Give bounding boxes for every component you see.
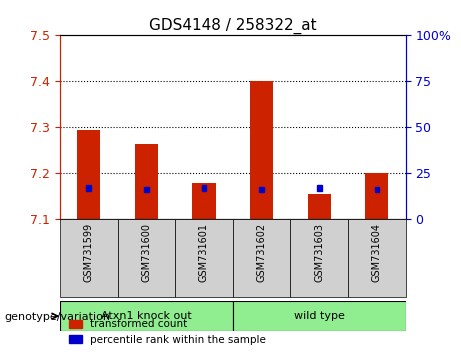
FancyBboxPatch shape xyxy=(60,301,233,331)
Legend: transformed count, percentile rank within the sample: transformed count, percentile rank withi… xyxy=(65,315,270,349)
FancyBboxPatch shape xyxy=(60,219,118,297)
Text: GSM731603: GSM731603 xyxy=(314,223,324,282)
Bar xyxy=(250,81,273,219)
FancyBboxPatch shape xyxy=(290,219,348,297)
FancyBboxPatch shape xyxy=(233,219,290,297)
FancyBboxPatch shape xyxy=(233,301,406,331)
Text: wild type: wild type xyxy=(294,311,345,321)
FancyBboxPatch shape xyxy=(348,219,406,297)
Text: GSM731602: GSM731602 xyxy=(257,223,266,282)
Bar xyxy=(193,183,216,219)
Bar xyxy=(308,194,331,219)
Text: GSM731600: GSM731600 xyxy=(142,223,151,282)
Text: genotype/variation: genotype/variation xyxy=(5,312,111,322)
FancyBboxPatch shape xyxy=(175,219,233,297)
Text: GSM731601: GSM731601 xyxy=(199,223,209,282)
Text: Atxn1 knock out: Atxn1 knock out xyxy=(101,311,192,321)
Bar xyxy=(201,185,206,191)
Title: GDS4148 / 258322_at: GDS4148 / 258322_at xyxy=(149,18,317,34)
FancyBboxPatch shape xyxy=(118,219,175,297)
Bar xyxy=(317,185,321,191)
Bar xyxy=(374,187,379,192)
Bar xyxy=(77,130,100,219)
Bar xyxy=(259,187,264,192)
Bar xyxy=(135,143,158,219)
Text: GSM731604: GSM731604 xyxy=(372,223,382,282)
Bar xyxy=(144,187,148,192)
Bar xyxy=(86,185,91,191)
Bar xyxy=(365,173,388,219)
Text: GSM731599: GSM731599 xyxy=(84,223,94,282)
